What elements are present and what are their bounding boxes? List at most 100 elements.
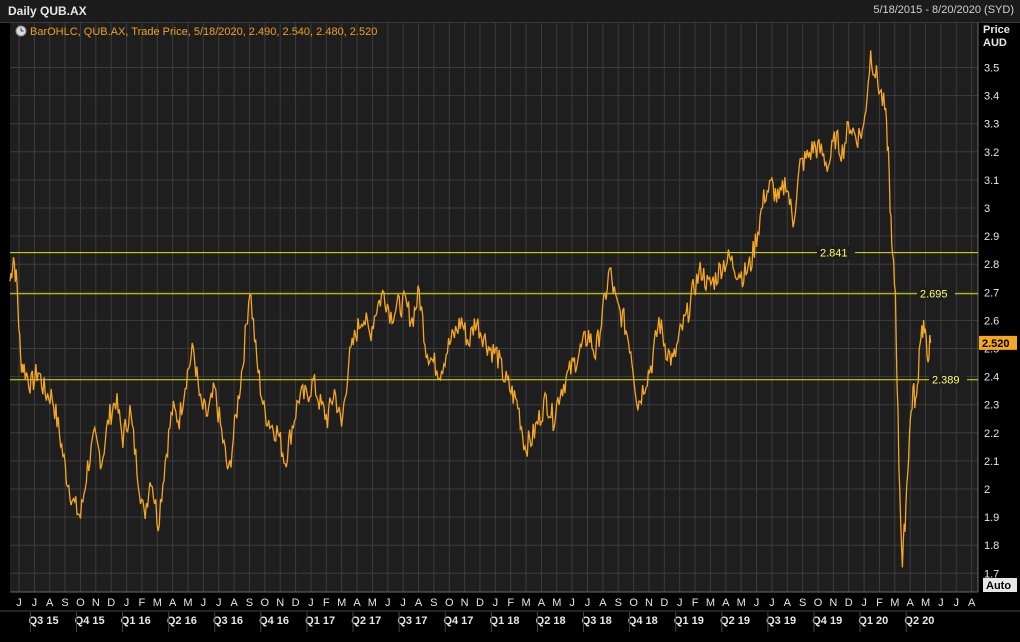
y-tick-label: 1.9 (984, 512, 999, 524)
x-tick-label-month: M (183, 597, 192, 609)
date-range: 5/18/2015 - 8/20/2020 (SYD) (873, 4, 1014, 16)
x-tick-label-month: J (954, 597, 960, 609)
y-tick-label: 2.1 (984, 456, 999, 468)
x-tick-label-month: S (430, 597, 437, 609)
x-tick-label-quarter: Q4 16 (259, 615, 289, 627)
x-tick-label-month: J (569, 597, 575, 609)
y-tick-label: 3.4 (984, 91, 999, 103)
x-tick-label-month: J (400, 597, 406, 609)
x-tick-label-month: M (706, 597, 715, 609)
x-tick-label-quarter: Q2 16 (167, 615, 197, 627)
x-tick-label-month: J (201, 597, 207, 609)
x-tick-label-month: N (645, 597, 653, 609)
x-tick-label-month: O (814, 597, 823, 609)
x-tick-label-month: J (16, 597, 22, 609)
x-tick-label-month: A (230, 597, 238, 609)
x-tick-label-month: D (107, 597, 115, 609)
x-tick-label-month: J (32, 597, 38, 609)
x-tick-label-quarter: Q1 17 (305, 615, 335, 627)
x-tick-label-month: N (276, 597, 284, 609)
last-price-badge (979, 335, 1017, 350)
x-tick-label-month: J (938, 597, 944, 609)
x-tick-label-quarter: Q3 16 (213, 615, 243, 627)
x-tick-label-month: A (968, 597, 976, 609)
x-tick-label-quarter: Q3 19 (766, 615, 796, 627)
x-tick-label-month: A (46, 597, 54, 609)
x-tick-label-quarter: Q4 18 (628, 615, 658, 627)
x-tick-label-month: J (677, 597, 683, 609)
chart-title: Daily QUB.AX (8, 4, 87, 18)
x-tick-label-month: J (585, 597, 591, 609)
y-tick-label: 3.5 (984, 63, 999, 75)
x-tick-label-month: M (737, 597, 746, 609)
x-tick-label-month: F (876, 597, 883, 609)
x-tick-label-quarter: Q1 18 (490, 615, 520, 627)
x-tick-label-month: N (92, 597, 100, 609)
x-tick-label-quarter: Q1 16 (121, 615, 151, 627)
auto-scale-label: Auto (986, 580, 1011, 592)
x-tick-label-month: A (169, 597, 177, 609)
y-tick-label: 2.9 (984, 231, 999, 243)
x-tick-label-month: M (890, 597, 899, 609)
x-tick-label-month: J (385, 597, 391, 609)
x-tick-label-month: J (308, 597, 314, 609)
plot-background (10, 23, 978, 592)
x-tick-label-month: F (323, 597, 330, 609)
x-tick-label-month: M (153, 597, 162, 609)
x-tick-label-month: M (921, 597, 930, 609)
reference-label-bg (929, 372, 967, 387)
y-tick-label: 2.7 (984, 287, 999, 299)
x-tick-label-month: J (124, 597, 130, 609)
y-tick-label: 3.3 (984, 119, 999, 131)
x-tick-label-quarter: Q3 15 (29, 615, 59, 627)
x-tick-label-month: M (337, 597, 346, 609)
x-tick-label-month: M (552, 597, 561, 609)
x-tick-label-quarter: Q3 18 (582, 615, 612, 627)
x-tick-label-quarter: Q2 19 (720, 615, 750, 627)
y-tick-label: 2 (984, 484, 990, 496)
auto-scale-button[interactable] (983, 578, 1017, 592)
y-tick-label: 3 (984, 203, 990, 215)
y-tick-label: 2.8 (984, 259, 999, 271)
x-tick-label-month: O (76, 597, 85, 609)
x-tick-label-month: J (754, 597, 760, 609)
x-tick-label-month: O (445, 597, 454, 609)
y-tick-label: 3.1 (984, 175, 999, 187)
x-tick-label-month: F (507, 597, 514, 609)
x-tick-label-month: A (538, 597, 546, 609)
y-axis-unit-currency: AUD (983, 37, 1007, 49)
x-tick-label-month: J (769, 597, 775, 609)
x-tick-label-month: D (845, 597, 853, 609)
x-tick-label-month: F (692, 597, 699, 609)
x-tick-label-month: D (660, 597, 668, 609)
reference-label-bg (817, 245, 855, 260)
x-tick-label-month: D (292, 597, 300, 609)
x-tick-label-quarter: Q1 20 (858, 615, 888, 627)
x-tick-label-month: A (784, 597, 792, 609)
x-tick-label-month: M (521, 597, 530, 609)
x-tick-label-month: S (61, 597, 68, 609)
x-tick-label-month: A (415, 597, 423, 609)
price-series-line[interactable] (9, 50, 932, 568)
y-tick-label: 1.8 (984, 540, 999, 552)
x-tick-label-month: J (493, 597, 499, 609)
x-tick-label-month: O (629, 597, 638, 609)
y-tick-label: 2.2 (984, 428, 999, 440)
x-tick-label-month: N (829, 597, 837, 609)
x-tick-label-month: S (246, 597, 253, 609)
reference-line-label: 2.841 (820, 248, 848, 260)
x-tick-label-quarter: Q2 18 (536, 615, 566, 627)
x-tick-label-quarter: Q4 17 (443, 615, 473, 627)
x-tick-label-month: F (139, 597, 146, 609)
x-tick-label-month: D (476, 597, 484, 609)
x-tick-label-month: A (599, 597, 607, 609)
last-price-label: 2.520 (982, 338, 1010, 350)
y-axis-unit-price: Price (983, 24, 1010, 36)
x-tick-label-month: J (216, 597, 222, 609)
x-tick-label-month: A (907, 597, 915, 609)
reference-line-label: 2.389 (932, 375, 960, 387)
y-tick-label: 2.3 (984, 400, 999, 412)
x-tick-label-month: A (353, 597, 361, 609)
